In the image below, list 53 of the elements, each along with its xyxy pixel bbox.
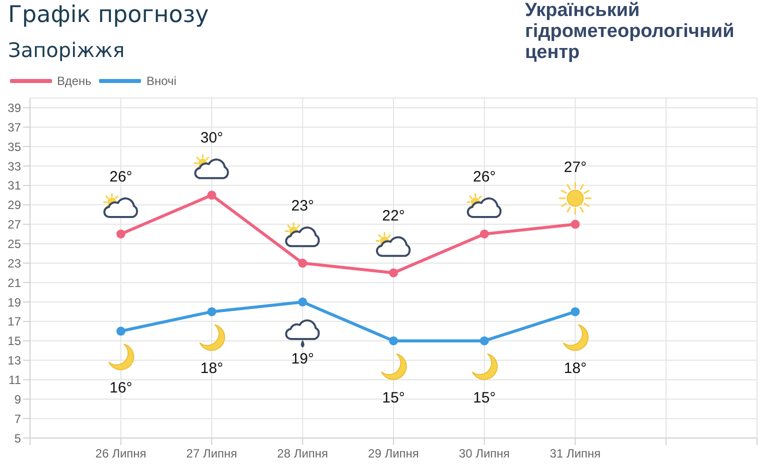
data-label: 16° bbox=[110, 380, 132, 397]
x-tick-label: 26 Липня bbox=[95, 446, 146, 461]
x-tick-label: 30 Липня bbox=[458, 446, 510, 461]
y-tick-label: 35 bbox=[8, 140, 22, 154]
data-label: 26° bbox=[473, 168, 496, 186]
point bbox=[298, 258, 308, 268]
data-label: 19° bbox=[291, 350, 314, 368]
y-tick-label: 33 bbox=[8, 159, 22, 174]
y-tick-label: 17 bbox=[8, 314, 22, 329]
y-tick-label: 31 bbox=[8, 178, 22, 193]
point bbox=[570, 220, 580, 229]
data-label: 22° bbox=[382, 207, 405, 224]
legend-label: Вночі bbox=[146, 74, 176, 88]
legend-label: Вдень bbox=[57, 74, 92, 88]
y-tick-label: 11 bbox=[8, 372, 22, 387]
x-tick-label: 28 Липня bbox=[277, 446, 328, 461]
y-tick-label: 19 bbox=[8, 295, 22, 310]
y-tick-label: 7 bbox=[14, 412, 22, 426]
data-label: 15° bbox=[382, 389, 405, 406]
data-label: 27° bbox=[564, 158, 587, 176]
y-tick-label: 23 bbox=[8, 256, 22, 270]
y-tick-label: 13 bbox=[8, 354, 22, 368]
point bbox=[389, 268, 398, 278]
data-label: 23° bbox=[291, 198, 314, 215]
x-tick-label: 31 Липня bbox=[550, 446, 601, 461]
text: Український гідрометеорологічний центр bbox=[525, 0, 736, 63]
point bbox=[480, 230, 489, 238]
chart-subtitle: Запоріжжя bbox=[8, 38, 125, 62]
x-tick-label: 27 Липня bbox=[186, 446, 238, 461]
point bbox=[207, 190, 216, 200]
data-label: 18° bbox=[200, 360, 224, 378]
y-tick-label: 9 bbox=[14, 392, 22, 406]
data-label: 18° bbox=[564, 360, 587, 378]
chart-title: Графік прогнозу bbox=[8, 2, 209, 28]
y-tick-label: 29 bbox=[8, 198, 22, 212]
point bbox=[570, 307, 580, 316]
y-tick-label: 21 bbox=[8, 276, 22, 290]
y-tick-label: 25 bbox=[8, 236, 22, 251]
data-label: 15° bbox=[473, 389, 496, 406]
point bbox=[480, 336, 489, 346]
point bbox=[116, 230, 126, 238]
data-label: 26° bbox=[110, 168, 132, 186]
point bbox=[116, 326, 126, 336]
x-tick-label: 29 Липня bbox=[368, 446, 419, 461]
point bbox=[298, 298, 308, 306]
point bbox=[389, 336, 398, 346]
y-tick-label: 37 bbox=[8, 120, 22, 134]
data-label: 30° bbox=[200, 130, 224, 147]
y-tick-label: 5 bbox=[14, 431, 22, 446]
y-tick-label: 15 bbox=[8, 334, 22, 348]
y-tick-label: 39 bbox=[8, 100, 22, 115]
y-tick-label: 27 bbox=[8, 218, 22, 232]
point bbox=[207, 307, 216, 316]
